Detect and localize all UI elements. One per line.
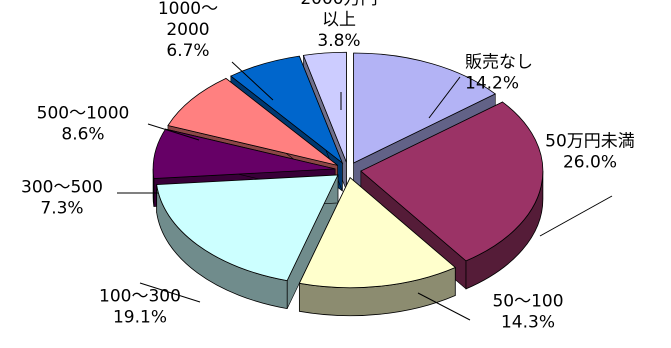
pie-slice [353,52,497,164]
slice-category-label: 100〜300 [99,287,181,307]
leader-line [231,61,274,101]
slice-category-label: 300〜500 [21,178,103,198]
slice-category-label: 2000 [166,20,209,40]
pie-slice [302,51,347,163]
slice-category-label: 販売なし [465,53,533,73]
slice-category-label: 1000〜 [158,0,218,19]
slice-value-label: 8.6% [61,125,104,145]
slice-category-label: 50〜100 [492,292,563,312]
slice-category-label: 2000万円 [300,0,377,9]
leader-line [539,195,613,237]
pie-slice-group [298,177,457,317]
pie-slice [360,101,544,262]
slice-value-label: 19.1% [113,308,167,328]
leader-line [417,292,471,321]
pie-slice [156,174,339,282]
slice-value-label: 26.0% [563,153,617,173]
slice-value-label: 3.8% [317,31,360,51]
slice-category-label: 50万円未満 [545,132,635,152]
leader-line [139,282,201,303]
pie-slice-group [360,101,544,290]
leader-line [428,76,461,119]
slice-category-label: 500〜1000 [37,104,130,124]
slice-value-label: 7.3% [40,199,83,219]
pie-slice [298,177,457,289]
slice-value-label: 14.3% [501,313,555,333]
leader-line [147,123,200,141]
pie-slice [230,55,344,165]
slice-category-label: 以上 [322,10,356,30]
pie-slice [167,77,338,166]
pie-slice-group [156,174,339,310]
slice-value-label: 14.2% [465,74,519,94]
slice-value-label: 6.7% [166,41,209,61]
